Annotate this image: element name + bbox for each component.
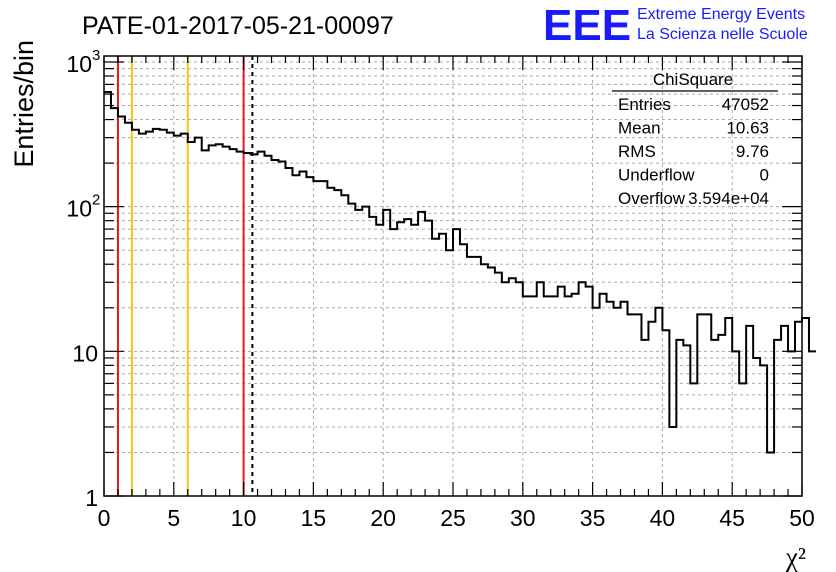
y-tick-label: 10 bbox=[72, 340, 98, 366]
x-tick-label: 5 bbox=[167, 505, 180, 531]
y-tick-label: 1 bbox=[85, 485, 98, 511]
x-tick-label: 40 bbox=[650, 505, 676, 531]
stats-row-value: 10.63 bbox=[726, 119, 769, 138]
eee-logo: EEE Extreme Energy Events La Scienza nel… bbox=[543, 1, 808, 50]
stats-row-label: Mean bbox=[618, 119, 661, 138]
x-tick-label: 10 bbox=[231, 505, 257, 531]
chart-title: PATE-01-2017-05-21-00097 bbox=[82, 12, 394, 40]
x-tick-label: 20 bbox=[370, 505, 396, 531]
stats-row-value: 47052 bbox=[722, 95, 769, 114]
x-tick-label: 0 bbox=[98, 505, 111, 531]
stats-box: ChiSquare Entries 47052 Mean 10.63 RMS 9.76 Un… bbox=[612, 70, 778, 208]
stats-row-label: Underflow bbox=[618, 166, 695, 185]
stats-row-value: 3.594e+04 bbox=[688, 189, 769, 208]
stats-row-label: RMS bbox=[618, 142, 656, 161]
logo-line-1: Extreme Energy Events bbox=[637, 6, 805, 23]
stats-row-label: Overflow bbox=[618, 189, 686, 208]
y-axis-label: Entries/bin bbox=[9, 40, 39, 168]
axis-ticks bbox=[103, 56, 803, 497]
y-tick-label: 10 bbox=[66, 196, 92, 222]
stats-row-label: Entries bbox=[618, 95, 671, 114]
y-tick-label: 10 bbox=[66, 51, 92, 77]
cut-lines bbox=[116, 56, 254, 496]
x-tick-label: 25 bbox=[440, 505, 466, 531]
x-tick-label: 50 bbox=[789, 505, 815, 531]
stats-row-value: 9.76 bbox=[736, 142, 769, 161]
histogram-series-line bbox=[104, 91, 816, 454]
stats-box-title: ChiSquare bbox=[653, 70, 733, 89]
x-tick-label: 45 bbox=[719, 505, 745, 531]
stats-row-value: 0 bbox=[760, 166, 769, 185]
logo-mark: EEE bbox=[543, 1, 631, 50]
x-tick-label: 35 bbox=[580, 505, 606, 531]
x-tick-label: 15 bbox=[301, 505, 327, 531]
x-axis-label: χ² bbox=[785, 542, 806, 572]
x-tick-label: 30 bbox=[510, 505, 536, 531]
grid-lines bbox=[104, 56, 802, 496]
x-tick-labels: 0 5 10 15 20 25 30 35 40 45 50 bbox=[98, 505, 815, 531]
y-tick-label-exponent: 2 bbox=[92, 192, 100, 209]
logo-line-2: La Scienza nelle Scuole bbox=[637, 26, 808, 43]
y-tick-label-exponent: 3 bbox=[92, 47, 100, 64]
